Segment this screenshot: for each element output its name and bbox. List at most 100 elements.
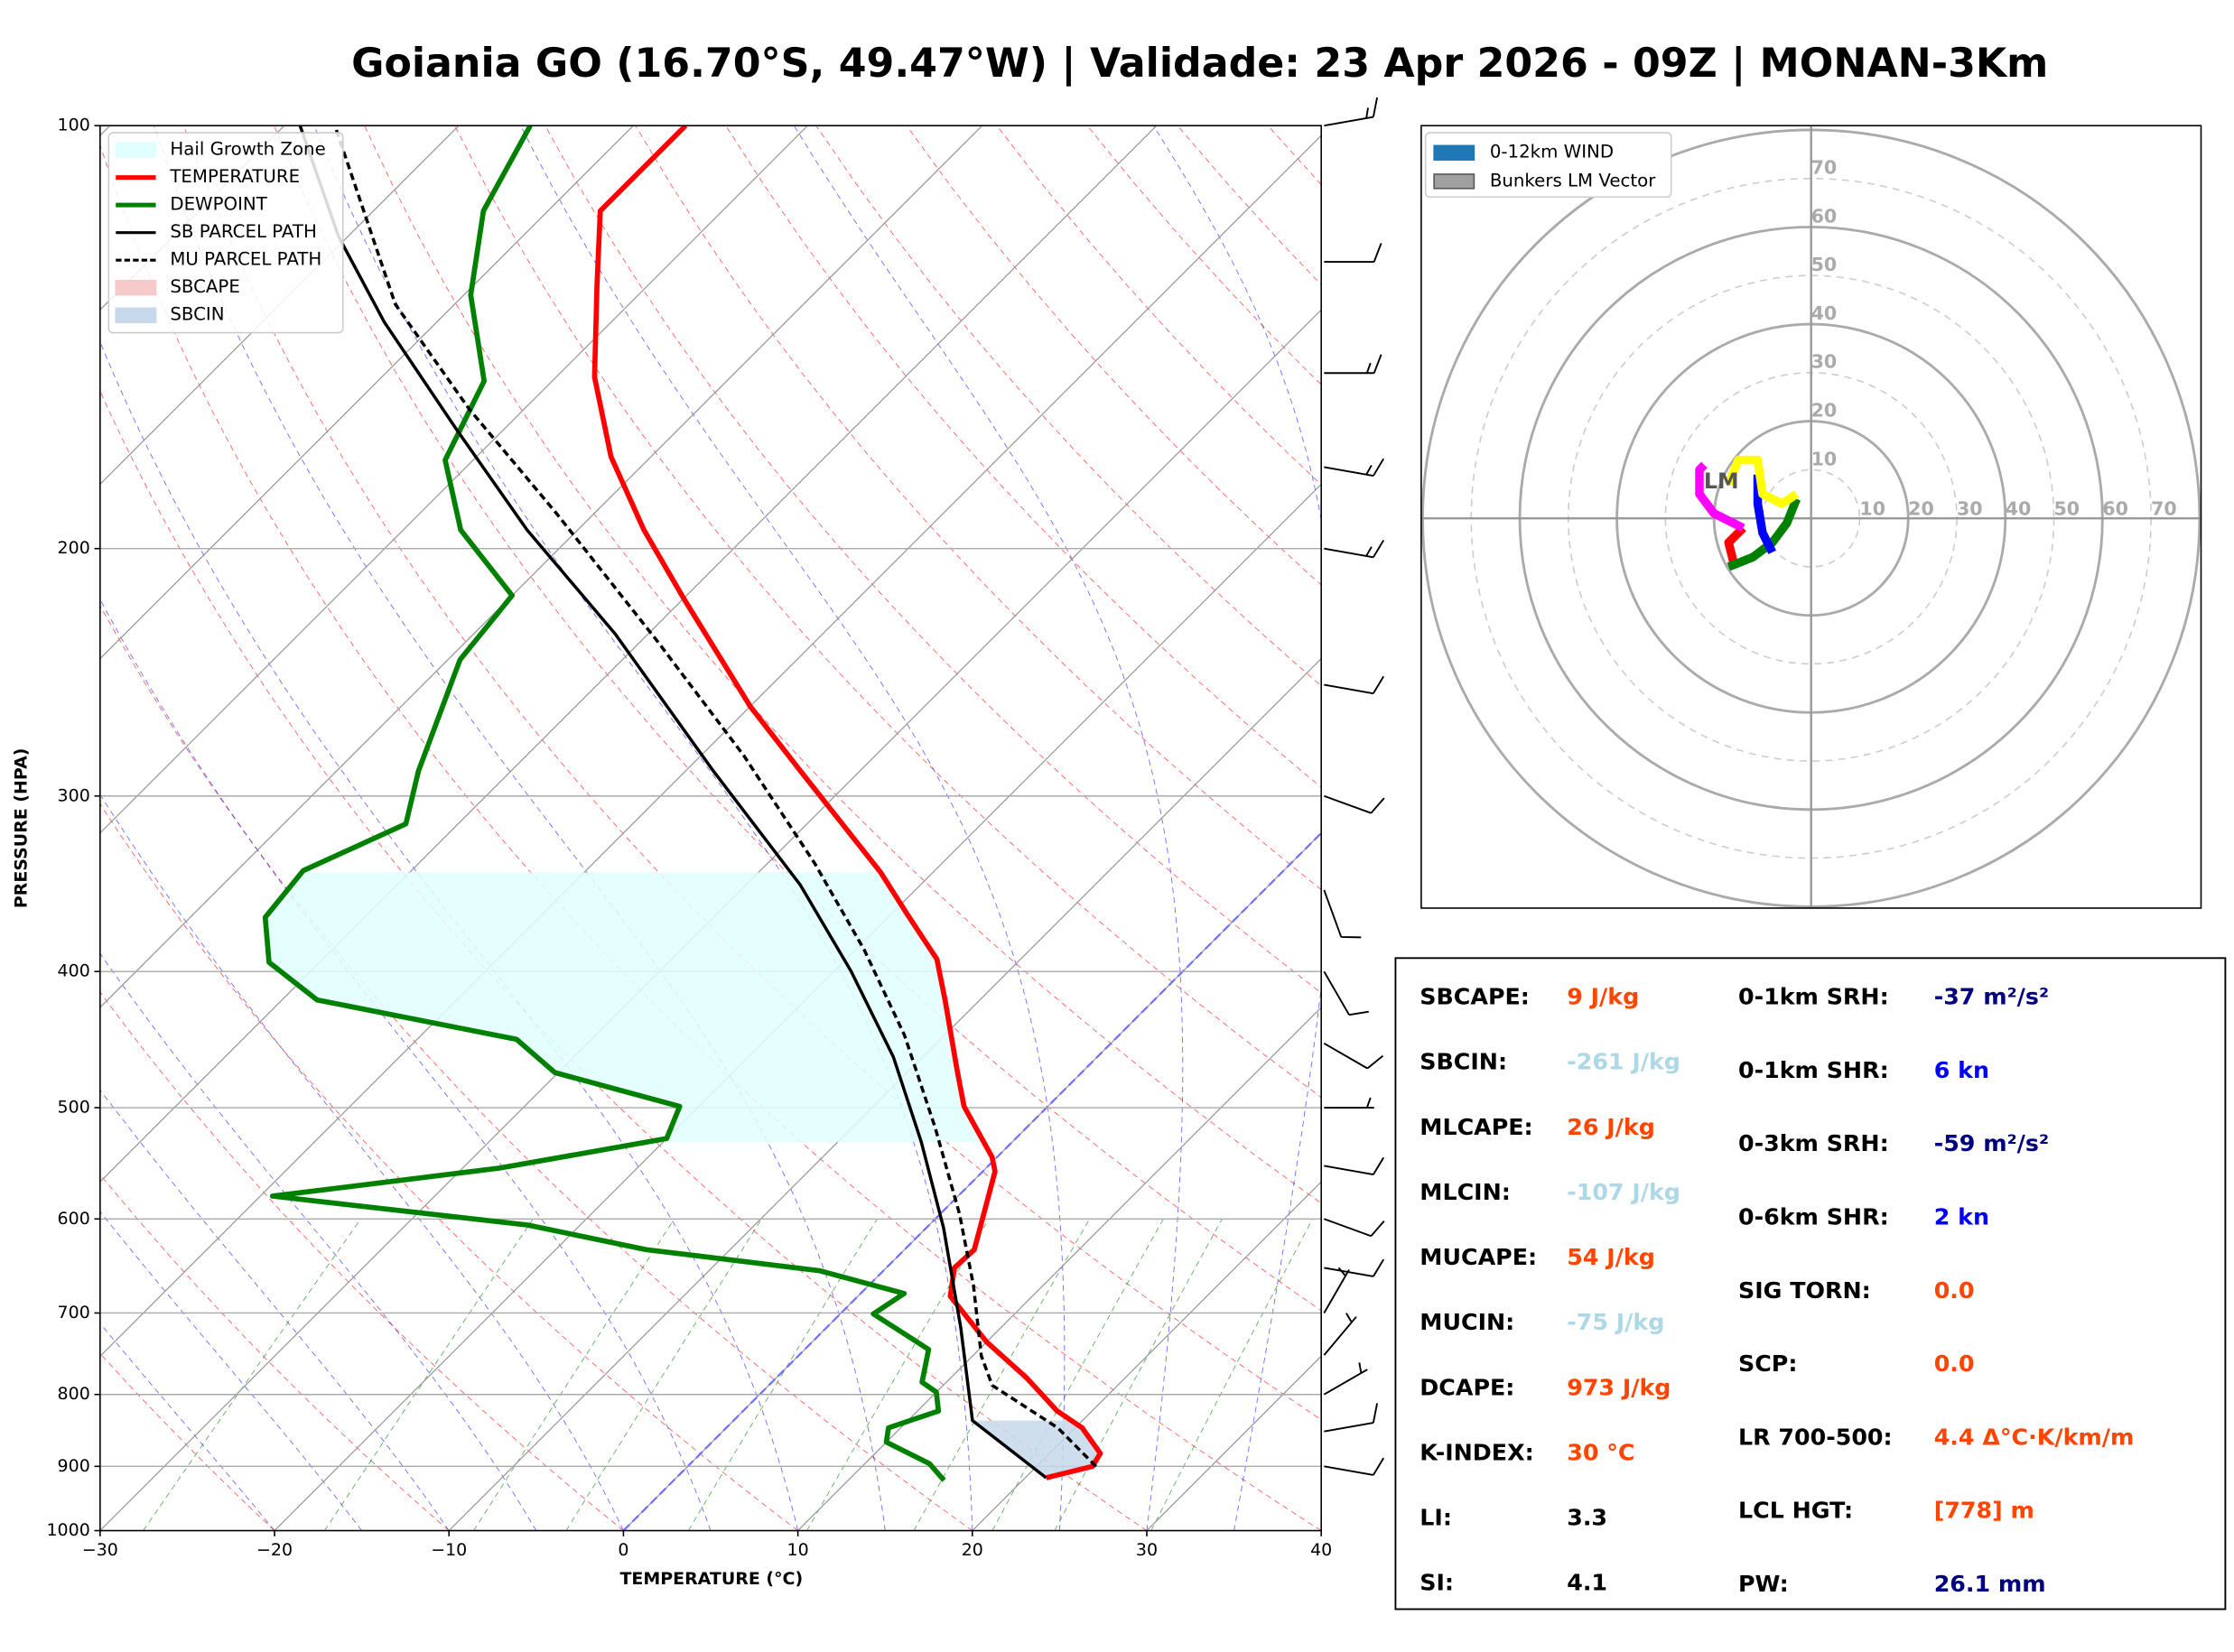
index-label: SCP:: [1738, 1350, 1797, 1377]
index-value: 0.0: [1934, 1277, 1975, 1304]
ring-label: 50: [2054, 498, 2080, 520]
legend-swatch: [1433, 173, 1475, 190]
index-value: 973 J/kg: [1567, 1374, 1671, 1400]
profile-line: [591, 125, 1103, 1480]
wind-barb: [1324, 458, 1385, 477]
dry-adiabat: [99, 144, 1322, 1531]
ring-label: 20: [1908, 498, 1934, 520]
isotherm: [797, 1007, 1322, 1531]
dry-adiabat: [99, 991, 624, 1531]
ring-label: 30: [1811, 351, 1838, 373]
wind-barb: [1323, 1313, 1357, 1356]
index-value: 3.3: [1567, 1505, 1607, 1531]
legend-swatch: [1433, 144, 1475, 161]
wind-barb: [1324, 794, 1385, 814]
indices-table: SBCAPE: 9 J/kg SBCIN: -261 J/kg MLCAPE: 26 J/…: [1394, 957, 2227, 1610]
legend-label: Hail Growth Zone: [170, 139, 325, 160]
y-tick-label: 600: [58, 1209, 90, 1229]
wind-barb: [1323, 1362, 1368, 1396]
x-axis-label: TEMPERATURE (°C): [619, 1569, 803, 1589]
wind-barb: [1324, 1156, 1385, 1176]
wind-barb: [1324, 1258, 1385, 1277]
ring-label: 10: [1859, 498, 1885, 520]
moist-adiabat: [793, 125, 1184, 1531]
legend-label: SB PARCEL PATH: [170, 221, 316, 242]
y-tick-label: 800: [58, 1384, 90, 1404]
y-tick-label: 300: [58, 785, 90, 805]
mixing-ratio-line: [143, 1219, 361, 1531]
dry-adiabat: [99, 803, 798, 1531]
index-value: -37 m²/s²: [1934, 984, 2049, 1010]
index-value: -59 m²/s²: [1934, 1130, 2049, 1156]
index-value: [778] m: [1934, 1498, 2034, 1524]
plot-frame: [99, 125, 1322, 1532]
moist-adiabat: [99, 340, 799, 1531]
ring-label: 70: [2151, 498, 2177, 520]
wind-barb: [1323, 889, 1362, 939]
y-tick-label: 900: [58, 1456, 90, 1476]
index-label: DCAPE:: [1420, 1374, 1514, 1400]
index-value: 6 kn: [1934, 1057, 1989, 1083]
isotherm: [99, 125, 808, 834]
isotherm: [99, 125, 634, 660]
shaded-layer: [972, 1420, 1101, 1479]
index-value: -107 J/kg: [1567, 1179, 1680, 1205]
wind-barb: [1324, 1097, 1374, 1109]
legend-label: SBCIN: [170, 304, 224, 325]
x-tick-label: 30: [1136, 1540, 1158, 1560]
y-tick-label: 400: [58, 961, 90, 981]
hodograph-line: [1695, 461, 1745, 533]
shaded-layer: [265, 872, 984, 1143]
index-value: 26.1 mm: [1934, 1571, 2046, 1597]
legend-label: SBCAPE: [170, 276, 240, 297]
isotherm: [99, 125, 1158, 1183]
isotherm: [274, 483, 1322, 1531]
background-lines: [99, 125, 1322, 1531]
mixing-ratio-line: [913, 1219, 1091, 1531]
x-tick-label: −30: [82, 1540, 118, 1560]
index-label: MLCIN:: [1420, 1179, 1511, 1205]
index-value: -75 J/kg: [1567, 1309, 1664, 1335]
x-tick-label: −10: [431, 1540, 467, 1560]
profile-line: [262, 125, 946, 1482]
wind-barb: [1323, 1043, 1384, 1070]
index-label: SBCIN:: [1420, 1049, 1507, 1075]
index-label: PW:: [1738, 1571, 1789, 1597]
wind-barb: [1323, 1267, 1350, 1313]
dry-adiabat: [635, 125, 1322, 891]
legend-swatch: [115, 142, 157, 158]
wind-barb: [1324, 243, 1382, 263]
index-label: LCL HGT:: [1738, 1498, 1853, 1524]
isotherm: [99, 309, 1322, 1531]
hodograph: 10 10 20 20 30 30 40 40 50 50 60 60 70 70 LM 0-12km WIN…: [1420, 125, 2202, 909]
y-tick-label: 200: [58, 538, 90, 558]
x-tick-label: 40: [1310, 1540, 1332, 1560]
dry-adiabat: [725, 125, 1322, 788]
legend-label: MU PARCEL PATH: [170, 249, 321, 270]
ring-label: 10: [1811, 448, 1838, 469]
index-label: 0-1km SHR:: [1738, 1057, 1889, 1083]
isotherm: [448, 657, 1322, 1531]
isotherm: [622, 831, 1322, 1531]
wind-barb: [1324, 97, 1379, 127]
isotherm: [972, 1181, 1322, 1531]
y-tick-label: 700: [58, 1303, 90, 1323]
y-tick-label: 500: [58, 1098, 90, 1118]
ring-label: 60: [1811, 205, 1838, 227]
wind-barb: [1324, 539, 1385, 559]
index-value: 2 kn: [1934, 1203, 1989, 1230]
ring-label: 20: [1811, 400, 1838, 422]
profile-line: [298, 125, 1047, 1480]
wind-barb: [1324, 1457, 1385, 1476]
legend-label: TEMPERATURE: [169, 166, 300, 187]
wind-barb: [1323, 970, 1369, 1016]
ring-label: 70: [1811, 157, 1838, 179]
plot-area: [99, 125, 1322, 1531]
x-tick-label: 0: [618, 1540, 628, 1560]
index-label: SI:: [1420, 1570, 1454, 1596]
index-label: 0-6km SHR:: [1738, 1203, 1889, 1230]
moist-adiabat: [99, 794, 624, 1531]
hodograph-line: [1724, 524, 1746, 563]
